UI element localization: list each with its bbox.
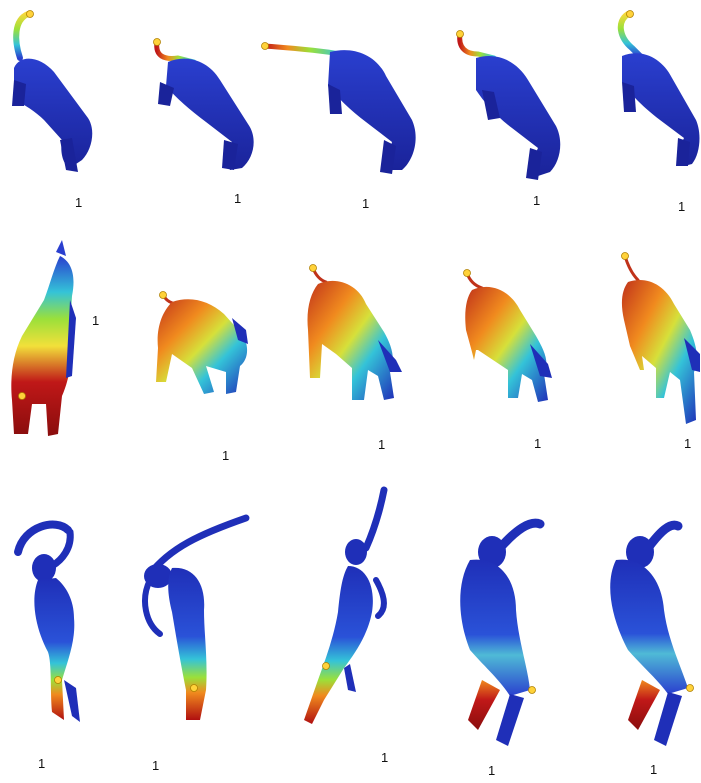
label-r2-c4: 1 [534,436,542,451]
human-figure-3 [304,486,388,724]
horse-figure-2 [156,291,248,394]
label-r1-c5: 1 [678,199,686,214]
cat-figure-5 [617,10,700,166]
horse-figure-1 [11,240,76,436]
cat-figure-2 [153,38,254,171]
horse-figure-3 [307,264,402,400]
human-figure-2 [142,514,250,720]
label-r1-c3: 1 [362,196,370,211]
label-r3-c2: 1 [152,758,160,773]
label-r3-c5: 1 [650,762,658,777]
human-figure-5 [610,520,694,746]
label-r2-c3: 1 [378,437,386,452]
human-figure-4 [460,518,545,746]
label-r1-c4: 1 [533,193,541,208]
horse-figure-5 [621,252,700,424]
label-r2-c5: 1 [684,436,692,451]
cat-figure-1 [12,10,93,172]
label-r3-c3: 1 [381,750,389,765]
label-r3-c4: 1 [488,763,496,778]
label-r3-c1: 1 [38,756,46,771]
label-r2-c2: 1 [222,448,230,463]
label-r2-c1: 1 [92,313,100,328]
horse-figure-4 [463,269,552,402]
label-r1-c2: 1 [234,191,242,206]
label-r1-c1: 1 [75,195,83,210]
cat-figure-4 [456,30,561,180]
cat-figure-3 [261,42,416,174]
human-figure-1 [14,520,80,722]
